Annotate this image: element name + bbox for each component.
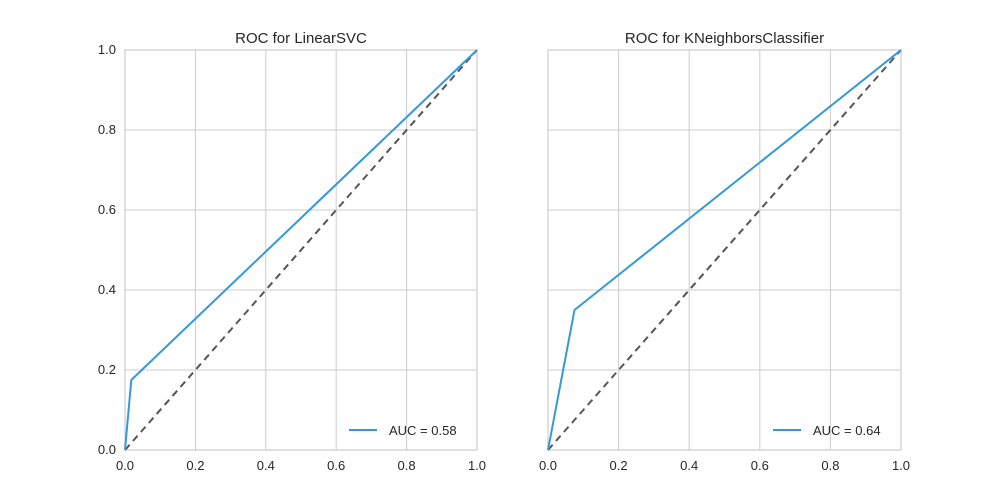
chart-title: ROC for LinearSVC: [235, 30, 367, 47]
y-tick-label: 0.0: [98, 442, 116, 457]
roc-panel-linearsvc: 0.0 0.2 0.4 0.6 0.8 1.0 0.0 0.2 0.4 0.6 0.8 1.0 ROC …: [98, 30, 486, 473]
x-tick-label: 0.2: [610, 458, 628, 473]
x-tick-label: 0.6: [327, 458, 345, 473]
y-tick-label: 0.6: [98, 202, 116, 217]
x-tick-label: 0.4: [257, 458, 275, 473]
x-tick-label: 0.8: [398, 458, 416, 473]
x-tick-label: 0.2: [186, 458, 204, 473]
legend-label: AUC = 0.58: [389, 423, 457, 438]
chance-diagonal-line: [124, 49, 478, 451]
chance-diagonal-line: [547, 49, 902, 451]
y-tick-label: 0.2: [98, 362, 116, 377]
chart-title: ROC for KNeighborsClassifier: [625, 30, 824, 47]
x-tick-label: 0.0: [116, 458, 134, 473]
y-tick-label: 0.4: [98, 282, 116, 297]
x-tick-label: 1.0: [468, 458, 486, 473]
x-tick-label: 0.0: [539, 458, 557, 473]
x-tick-label: 0.8: [821, 458, 839, 473]
roc-curve-line: [547, 49, 902, 451]
y-tick-label: 1.0: [98, 42, 116, 57]
x-tick-label: 0.4: [680, 458, 698, 473]
x-tick-label: 1.0: [892, 458, 910, 473]
x-tick-label: 0.6: [751, 458, 769, 473]
legend-label: AUC = 0.64: [813, 423, 881, 438]
plot-frame: [124, 49, 478, 451]
roc-curve-line: [124, 49, 478, 451]
roc-panel-kneighbors: 0.0 0.2 0.4 0.6 0.8 1.0 ROC for KNeighborsClas…: [539, 30, 910, 473]
y-tick-label: 0.8: [98, 122, 116, 137]
plot-frame: [547, 49, 902, 451]
